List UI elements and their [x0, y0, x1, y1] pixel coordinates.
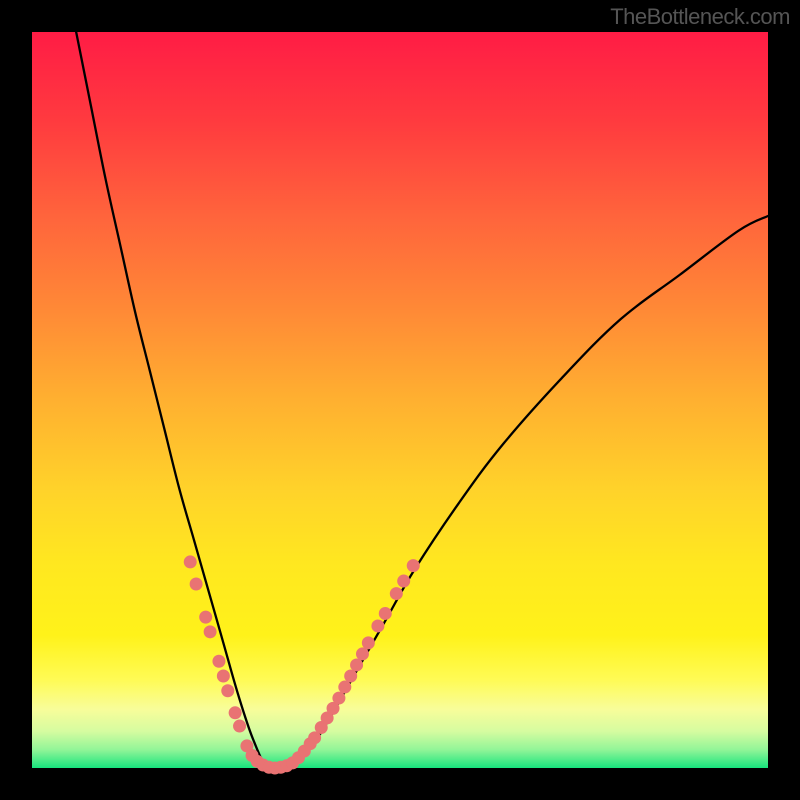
data-dot — [199, 611, 212, 624]
plot-background — [32, 32, 768, 768]
data-dot — [233, 720, 246, 733]
data-dot — [184, 555, 197, 568]
data-dot — [217, 670, 230, 683]
data-dot — [356, 647, 369, 660]
data-dot — [344, 670, 357, 683]
data-dot — [407, 559, 420, 572]
data-dot — [379, 607, 392, 620]
data-dot — [204, 625, 217, 638]
data-dot — [362, 636, 375, 649]
data-dot — [190, 578, 203, 591]
data-dot — [350, 658, 363, 671]
data-dot — [332, 692, 345, 705]
data-dot — [221, 684, 234, 697]
data-dot — [397, 575, 410, 588]
watermark-text: TheBottleneck.com — [610, 4, 790, 30]
data-dot — [338, 681, 351, 694]
data-dot — [390, 587, 403, 600]
data-dot — [212, 655, 225, 668]
bottleneck-chart — [0, 0, 800, 800]
data-dot — [371, 619, 384, 632]
chart-container: TheBottleneck.com — [0, 0, 800, 800]
data-dot — [229, 706, 242, 719]
